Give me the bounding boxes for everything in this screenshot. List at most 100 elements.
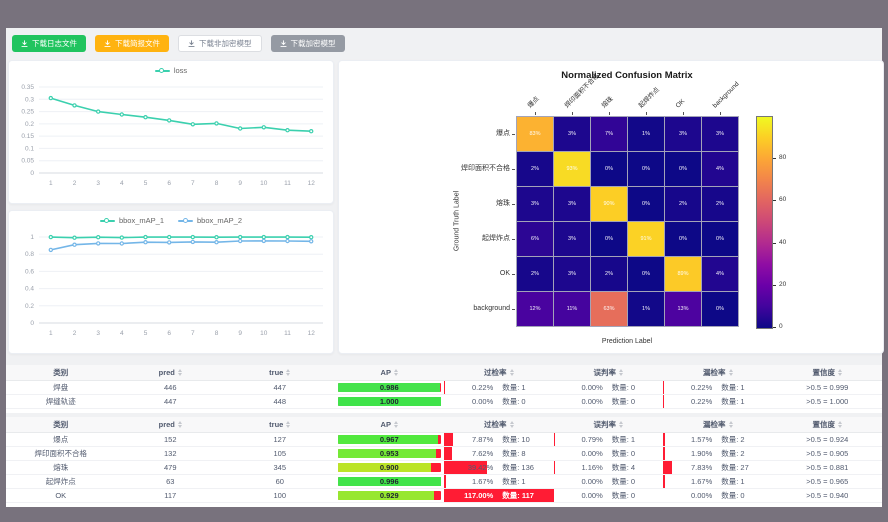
cell-ap: 0.900 — [335, 461, 445, 474]
download-report-button[interactable]: 下载简报文件 — [95, 35, 169, 52]
cell-pred: 479 — [163, 463, 177, 472]
sort-icon[interactable] — [177, 369, 182, 376]
column-header[interactable]: 误判率 — [554, 365, 664, 380]
svg-text:0: 0 — [30, 320, 34, 327]
matrix-row-label: 焊印面积不合格 — [461, 165, 510, 172]
table-row: 爆点 152 127 0.967 7.87% 数量: 10 0.79% 数量: 1 1.57% 数… — [6, 433, 882, 447]
legend-marker-icon — [178, 217, 193, 225]
ap-bar: 0.996 — [337, 477, 441, 486]
legend-item[interactable]: loss — [154, 66, 187, 75]
column-header[interactable]: 过检率 — [444, 365, 554, 380]
sort-icon[interactable] — [393, 421, 398, 428]
colorbar-tick-label: 40 — [779, 238, 787, 246]
legend-label: bbox_mAP_2 — [197, 216, 243, 225]
download-icon — [188, 40, 195, 47]
column-header[interactable]: AP — [335, 365, 445, 380]
download-log-button[interactable]: 下载日志文件 — [12, 35, 86, 52]
cell-confidence: >0.5 = 0.965 — [806, 477, 849, 486]
sort-icon[interactable] — [838, 369, 842, 376]
sort-icon[interactable] — [286, 421, 291, 428]
rate-bar — [444, 447, 453, 460]
legend-item[interactable]: bbox_mAP_1 — [99, 216, 164, 225]
matrix-cell: 3% — [702, 117, 738, 151]
ap-bar: 0.967 — [337, 435, 441, 444]
colorbar-tick — [773, 327, 776, 328]
table-row: 焊印面积不合格 132 105 0.953 7.62% 数量: 8 0.00% 数量: 0 1.… — [6, 447, 882, 461]
cell-class: 焊缝轨迹 — [45, 397, 76, 406]
cell-pred: 132 — [163, 449, 177, 458]
column-header[interactable]: true — [225, 365, 335, 380]
matrix-cell: 93% — [554, 152, 590, 186]
download-icon — [280, 40, 286, 47]
confusion-matrix-title: Normalized Confusion Matrix — [561, 70, 693, 81]
sort-icon[interactable] — [286, 369, 291, 376]
matrix-cell: 3% — [554, 117, 590, 151]
colorbar-tick-label: 0 — [779, 323, 783, 330]
matrix-cell: 3% — [517, 187, 553, 221]
svg-text:3: 3 — [96, 330, 100, 337]
download-plain-model-button[interactable]: 下载非加密模型 — [178, 35, 262, 52]
sort-icon[interactable] — [728, 421, 733, 428]
matrix-row-label: background — [473, 305, 510, 312]
sort-icon[interactable] — [619, 421, 623, 428]
cell-overdetect-rate: 7.62% 数量: 8 — [444, 447, 554, 460]
colorbar-tick — [773, 284, 776, 286]
svg-text:0.25: 0.25 — [21, 109, 34, 116]
sort-icon[interactable] — [728, 369, 733, 376]
sort-icon[interactable] — [509, 421, 514, 428]
column-header[interactable]: 误判率 — [554, 417, 664, 432]
matrix-cell: 2% — [665, 187, 701, 221]
matrix-col-tick — [609, 112, 610, 115]
column-header[interactable]: pred — [116, 365, 226, 380]
svg-text:0.6: 0.6 — [25, 268, 34, 275]
sort-icon[interactable] — [838, 421, 842, 428]
cell-miss-rate: 1.67% 数量: 1 — [663, 475, 773, 488]
matrix-cell: 0% — [628, 187, 664, 221]
column-header[interactable]: AP — [335, 417, 445, 432]
matrix-cell: 0% — [665, 222, 701, 256]
colorbar — [756, 116, 773, 329]
cell-misjudge-rate: 0.79% 数量: 1 — [553, 433, 664, 446]
cell-true: 448 — [273, 397, 286, 406]
sort-icon[interactable] — [509, 369, 514, 376]
column-header[interactable]: 置信度 — [773, 417, 883, 432]
cell-confidence: >0.5 = 0.940 — [806, 491, 849, 500]
matrix-row-tick — [512, 134, 515, 135]
column-header[interactable]: 漏检率 — [663, 417, 773, 432]
column-header[interactable]: pred — [116, 417, 226, 432]
rate-bar — [663, 395, 665, 408]
matrix-row-label: 爆点 — [496, 130, 510, 137]
cell-true: 345 — [273, 463, 286, 472]
colorbar-tick — [773, 158, 776, 160]
column-header: 类别 — [53, 368, 69, 377]
matrix-col-tick — [720, 112, 721, 115]
cell-pred: 117 — [164, 491, 177, 500]
cell-overdetect-rate: 0.00% 数量: 0 — [471, 397, 526, 406]
cell-class: 爆点 — [53, 435, 69, 444]
cell-ap: 0.929 — [335, 489, 445, 502]
column-header[interactable]: 漏检率 — [663, 365, 773, 380]
column-header[interactable]: 置信度 — [773, 365, 883, 380]
column-header: 类别 — [53, 420, 69, 429]
sort-icon[interactable] — [177, 421, 182, 428]
cell-pred: 152 — [163, 435, 177, 444]
svg-text:9: 9 — [238, 330, 242, 337]
sort-icon[interactable] — [619, 369, 623, 376]
cell-ap: 0.996 — [335, 475, 445, 488]
sort-icon[interactable] — [393, 369, 398, 376]
column-header[interactable]: true — [225, 417, 335, 432]
table-row: 熔珠 479 345 0.900 39.42% 数量: 136 1.16% 数量: 4 7.83… — [6, 461, 882, 475]
matrix-row-tick — [512, 239, 515, 240]
svg-text:4: 4 — [120, 180, 124, 187]
cell-confidence: >0.5 = 0.924 — [806, 435, 849, 444]
cell-ap: 0.967 — [335, 433, 445, 446]
loss-line-chart: 0 0.05 0.1 0.15 0.2 0.25 0.3 0.35 1 2 3 4 5 6 7 8 9 10 11 1… — [9, 77, 331, 204]
cell-pred: 63 — [166, 477, 175, 486]
download-encrypted-model-button[interactable]: 下载加密模型 — [270, 35, 345, 52]
cell-confidence: >0.5 = 0.999 — [806, 383, 849, 392]
column-header[interactable]: 过检率 — [444, 417, 554, 432]
matrix-cell: 3% — [554, 187, 590, 221]
rate-bar — [444, 475, 446, 488]
rate-bar — [444, 381, 446, 394]
legend-item[interactable]: bbox_mAP_2 — [178, 216, 242, 225]
